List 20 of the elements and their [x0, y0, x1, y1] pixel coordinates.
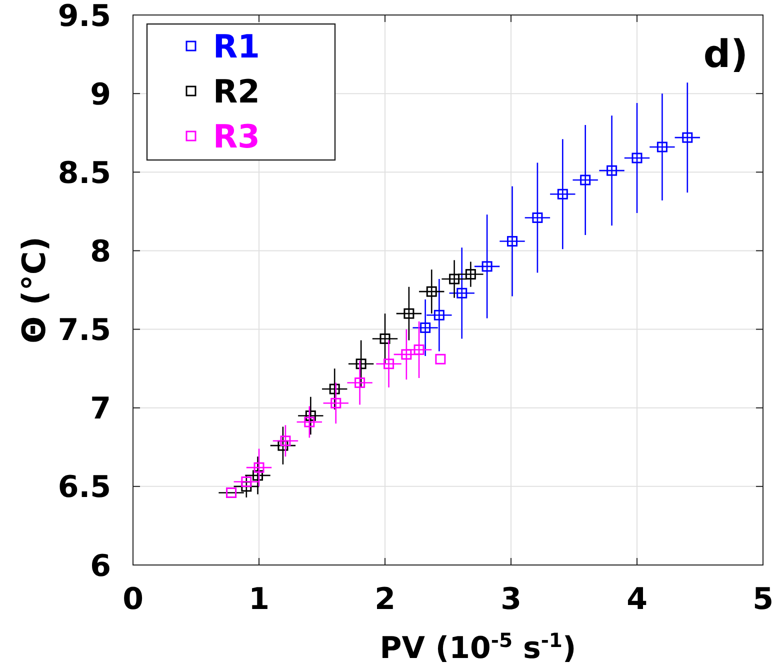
annotation: d): [703, 32, 748, 76]
y-tick-label: 7.5: [58, 313, 111, 348]
y-tick-label: 9.5: [58, 0, 111, 34]
y-tick-label: 6: [90, 548, 111, 584]
legend-label: R3: [213, 118, 260, 156]
y-tick-label: 9: [90, 77, 111, 112]
y-tick-label: 8: [90, 234, 111, 270]
legend-label: R1: [213, 28, 260, 66]
y-tick-label: 7: [90, 392, 111, 427]
x-tick-label: 4: [626, 582, 648, 617]
y-tick-label: 8.5: [58, 156, 111, 191]
y-tick-label: 6.5: [58, 470, 111, 506]
x-tick-label: 3: [500, 582, 522, 617]
x-tick-label: 5: [752, 582, 774, 617]
x-axis-title: PV (10$^{-5}$ s$^{-1}$): [380, 628, 576, 666]
x-tick-label: 2: [374, 582, 396, 617]
x-tick-label: 0: [122, 582, 144, 617]
legend-label: R2: [213, 72, 260, 111]
x-tick-label: 1: [248, 582, 270, 617]
y-axis-title: Θ (°C): [15, 236, 53, 344]
